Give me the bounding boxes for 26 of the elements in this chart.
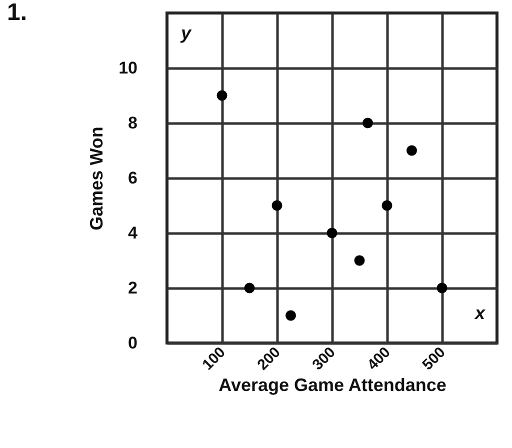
point — [216, 90, 228, 101]
x-tick-label: 500 — [419, 344, 449, 374]
y-tick-label: 4 — [128, 224, 138, 242]
point — [354, 255, 365, 266]
x-axis-title: Average Game Attendance — [218, 374, 446, 395]
point — [326, 228, 338, 238]
y-axis-title: Games Won — [86, 126, 107, 230]
point — [436, 282, 448, 294]
annotation: y — [180, 23, 192, 43]
point — [406, 145, 417, 156]
x-tick-label: 200 — [254, 344, 284, 374]
point — [382, 200, 392, 211]
y-tick-label: 2 — [128, 278, 138, 298]
x-tick-label: 300 — [309, 344, 339, 374]
point — [286, 310, 296, 321]
point — [244, 282, 255, 294]
point — [272, 200, 282, 211]
x-tick-label: 100 — [199, 344, 229, 374]
annotation: x — [474, 303, 486, 323]
x-tick-label: 400 — [364, 344, 394, 374]
y-tick-label: 0 — [128, 334, 138, 352]
point — [362, 118, 373, 128]
y-tick-label: 10 — [118, 58, 138, 78]
y-tick-label: 6 — [128, 168, 138, 188]
y-tick-label: 8 — [128, 114, 138, 132]
chart-title: 1. — [7, 0, 28, 26]
